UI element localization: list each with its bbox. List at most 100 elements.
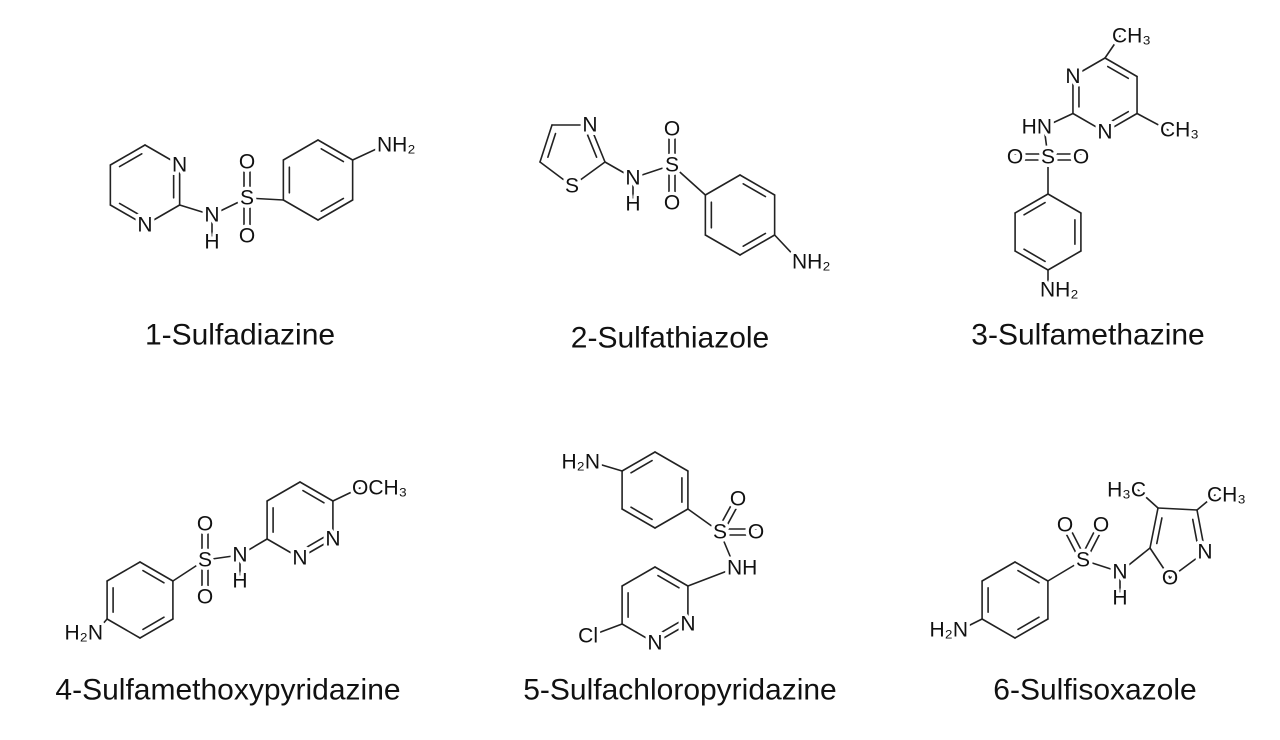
atom-label: N <box>292 547 307 570</box>
bond <box>621 451 656 472</box>
compound-name: 1-Sulfadiazine <box>145 319 335 352</box>
atom-label: NH₂ <box>377 134 415 157</box>
double-bond <box>1084 525 1105 563</box>
bond <box>1047 250 1082 271</box>
atom-label: N <box>172 154 187 177</box>
atom-label: S <box>665 154 679 177</box>
bond <box>621 623 656 644</box>
bond <box>266 481 301 502</box>
atom-label: N <box>625 167 640 190</box>
inner-bond <box>320 197 345 213</box>
inner-bond <box>1106 110 1130 125</box>
atom-label: S <box>1076 549 1090 572</box>
bond <box>211 197 248 216</box>
bond <box>981 618 1016 639</box>
bond <box>1104 35 1121 59</box>
inner-bond <box>586 132 598 159</box>
inner-bond <box>1017 616 1040 631</box>
bond <box>539 124 553 163</box>
bond <box>1047 559 1084 582</box>
atom-label: N <box>137 214 152 237</box>
atom-label: NH₂ <box>1040 279 1078 302</box>
atom-label: H <box>232 570 247 593</box>
bond <box>773 234 801 263</box>
bond <box>299 481 334 502</box>
atom-label: H <box>1112 587 1127 610</box>
inner-bond <box>1023 201 1046 216</box>
atom-label: HN <box>1022 116 1052 139</box>
bond <box>317 139 354 161</box>
atom-label: N <box>582 114 597 137</box>
bond <box>109 144 146 166</box>
atom-label: O <box>1093 514 1109 537</box>
bond <box>604 161 634 179</box>
bond <box>589 623 623 637</box>
bond <box>981 561 1016 582</box>
inner-bond <box>547 132 557 159</box>
atom-label: H₂N <box>562 451 600 474</box>
inner-bond <box>302 489 325 504</box>
compound-name: 2-Sulfathiazole <box>571 322 769 355</box>
bond <box>591 461 623 472</box>
atom-label: H₂N <box>65 622 103 645</box>
bond <box>719 531 736 569</box>
inner-bond <box>302 536 325 551</box>
inner-bond <box>630 459 653 474</box>
bond <box>704 174 741 196</box>
inner-bond <box>657 621 680 636</box>
bond <box>687 508 721 533</box>
inner-bond <box>1106 65 1130 80</box>
bond <box>106 618 141 639</box>
bond <box>959 618 983 631</box>
inner-bond <box>142 569 165 584</box>
bond <box>687 567 736 587</box>
bond <box>1014 250 1049 271</box>
bond <box>1169 551 1206 579</box>
atom-label: N <box>1112 561 1127 584</box>
atom-label: O <box>239 225 255 248</box>
bond <box>1196 509 1206 553</box>
atom-label: S <box>713 521 727 544</box>
inner-bond <box>742 182 767 198</box>
bond <box>1043 126 1049 158</box>
inner-bond <box>118 152 143 168</box>
bond <box>632 164 673 179</box>
compound-name: 5-Sulfachloropyridazine <box>523 674 837 707</box>
bond <box>282 139 319 161</box>
bond <box>1149 507 1159 549</box>
atom-label: NH₂ <box>792 251 830 274</box>
atom-label: H₃C <box>1107 479 1146 502</box>
bond <box>1157 507 1198 511</box>
atom-label: N <box>1065 65 1080 88</box>
bond <box>1104 57 1138 78</box>
bond <box>671 164 707 196</box>
inner-bond <box>742 232 767 248</box>
double-bond <box>1079 522 1100 560</box>
atom-label: S <box>240 187 254 210</box>
inner-bond <box>320 147 345 163</box>
atom-label: N <box>232 544 247 567</box>
bond <box>571 161 606 187</box>
bond <box>1072 57 1106 78</box>
bond <box>1104 112 1138 133</box>
bond <box>1014 561 1049 582</box>
compound-name: 3-Sulfamethazine <box>971 319 1204 352</box>
bond <box>94 618 108 634</box>
bond <box>299 538 334 559</box>
bond <box>282 199 319 221</box>
bond <box>621 508 656 529</box>
atom-label: S <box>198 549 212 572</box>
bond <box>1047 193 1082 214</box>
atom-label: H <box>625 193 640 216</box>
bond <box>654 451 689 472</box>
atom-label: H₂N <box>930 619 968 642</box>
bond <box>739 174 776 196</box>
bond <box>332 487 361 502</box>
atom-label: O <box>1073 146 1089 169</box>
atom-label: CH₃ <box>1160 119 1199 142</box>
bond <box>1137 489 1159 509</box>
compound-name: 6-Sulfisoxazole <box>993 674 1196 707</box>
bond <box>1196 494 1216 511</box>
inner-bond <box>1191 518 1199 548</box>
